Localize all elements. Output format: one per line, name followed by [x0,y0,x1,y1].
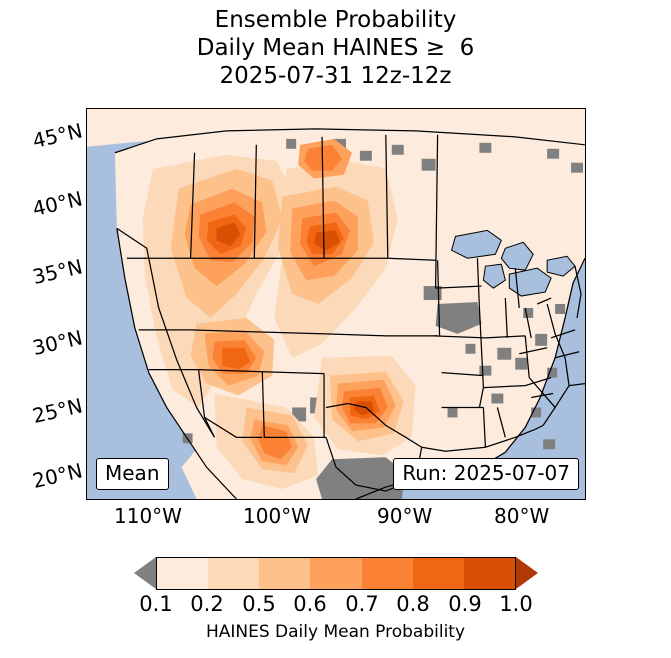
colorbar-cell-1 [208,558,260,589]
lat-label-30n: 30°N [30,325,85,361]
colorbar-tick-labels: 0.1 0.2 0.5 0.6 0.7 0.8 0.9 1.0 [134,592,538,618]
colorbar-axis-label: HAINES Daily Mean Probability [205,622,466,642]
colorbar-body [156,557,516,590]
chart-title: Ensemble Probability Daily Mean HAINES ≥… [0,6,671,90]
colorbar-cell-0 [157,558,209,589]
lon-label-110w: 110°W [114,504,182,528]
colorbar-over-arrow [516,557,538,589]
colorbar-cell-4 [361,558,413,589]
colorbar-tick-4: 0.7 [345,592,379,616]
lat-label-35n: 35°N [30,254,85,290]
colorbar-cell-3 [310,558,362,589]
title-line-2: Daily Mean HAINES ≥ 6 [196,35,475,61]
lat-label-20n: 20°N [30,458,85,494]
colorbar-tick-2: 0.5 [242,592,276,616]
colorbar-cell-5 [412,558,464,589]
lon-label-100w: 100°W [243,504,311,528]
colorbar-cell-2 [259,558,311,589]
map-canvas [87,109,585,499]
title-line-1: Ensemble Probability [214,7,457,33]
colorbar-cell-6 [463,558,515,589]
colorbar-under-arrow [134,557,156,589]
colorbar-tick-6: 0.9 [448,592,482,616]
title-line-3: 2025-07-31 12z-12z [219,63,452,89]
probability-map[interactable]: Mean Run: 2025-07-07 [86,108,586,500]
colorbar-tick-5: 0.8 [396,592,430,616]
colorbar-tick-7: 1.0 [499,592,533,616]
mean-label-box: Mean [96,458,169,490]
lon-label-80w: 80°W [494,504,550,528]
run-label-box: Run: 2025-07-07 [393,458,579,490]
colorbar-tick-1: 0.2 [190,592,224,616]
lon-label-90w: 90°W [377,504,433,528]
lat-label-45n: 45°N [30,118,85,154]
colorbar [134,557,538,590]
colorbar-tick-0: 0.1 [139,592,173,616]
lat-label-40n: 40°N [30,186,85,222]
colorbar-tick-3: 0.6 [293,592,327,616]
lat-label-25n: 25°N [30,393,85,429]
